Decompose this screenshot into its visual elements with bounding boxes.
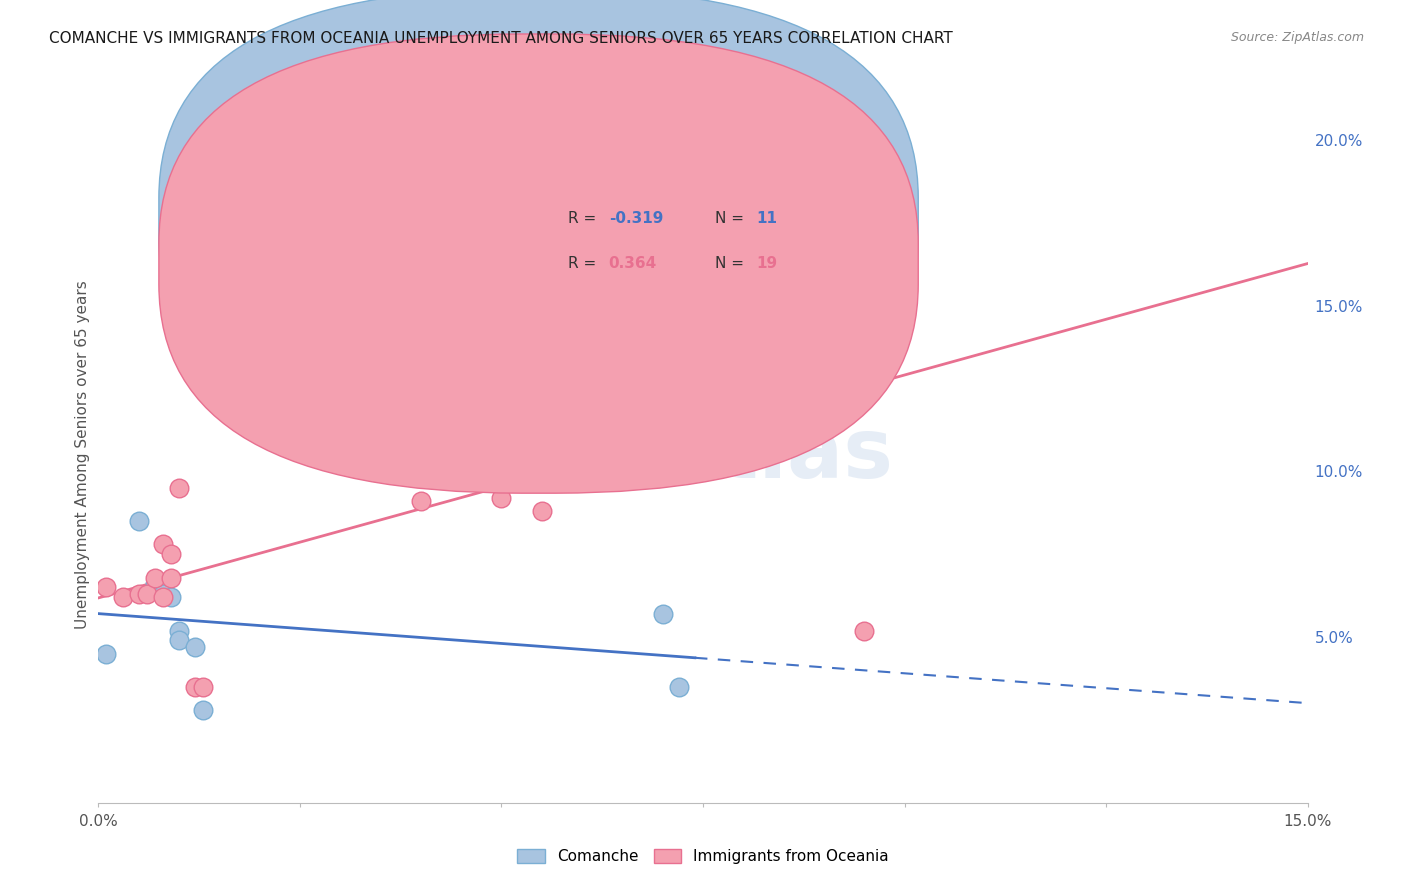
Text: N =: N = bbox=[716, 211, 749, 226]
Point bbox=[135, 587, 157, 601]
Point bbox=[450, 365, 472, 379]
Text: ZIPatlas: ZIPatlas bbox=[513, 415, 893, 495]
Point bbox=[167, 481, 190, 495]
Text: -0.319: -0.319 bbox=[609, 211, 664, 226]
Point bbox=[152, 591, 174, 605]
Point bbox=[853, 624, 876, 638]
Point bbox=[96, 581, 118, 595]
Point bbox=[184, 640, 207, 654]
Point bbox=[128, 514, 150, 528]
Point bbox=[409, 494, 432, 508]
Point bbox=[152, 537, 174, 551]
Point bbox=[128, 587, 150, 601]
Point bbox=[96, 647, 118, 661]
Text: 11: 11 bbox=[756, 211, 778, 226]
Point bbox=[167, 633, 190, 648]
FancyBboxPatch shape bbox=[498, 184, 884, 305]
Legend: Comanche, Immigrants from Oceania: Comanche, Immigrants from Oceania bbox=[509, 841, 897, 871]
Text: COMANCHE VS IMMIGRANTS FROM OCEANIA UNEMPLOYMENT AMONG SENIORS OVER 65 YEARS COR: COMANCHE VS IMMIGRANTS FROM OCEANIA UNEM… bbox=[49, 31, 953, 46]
Point bbox=[530, 504, 553, 518]
Point bbox=[668, 680, 690, 694]
Point bbox=[111, 591, 134, 605]
Point bbox=[160, 547, 183, 561]
Text: N =: N = bbox=[716, 256, 749, 271]
Point bbox=[160, 591, 183, 605]
Point bbox=[184, 680, 207, 694]
Point bbox=[143, 577, 166, 591]
Point bbox=[143, 570, 166, 584]
Y-axis label: Unemployment Among Seniors over 65 years: Unemployment Among Seniors over 65 years bbox=[75, 281, 90, 629]
Text: 19: 19 bbox=[756, 256, 778, 271]
FancyBboxPatch shape bbox=[159, 0, 918, 448]
Text: R =: R = bbox=[568, 211, 600, 226]
Point bbox=[651, 607, 673, 621]
Point bbox=[491, 491, 513, 505]
Point bbox=[160, 570, 183, 584]
FancyBboxPatch shape bbox=[159, 34, 918, 493]
Text: Source: ZipAtlas.com: Source: ZipAtlas.com bbox=[1230, 31, 1364, 45]
Text: R =: R = bbox=[568, 256, 600, 271]
Point bbox=[193, 703, 215, 717]
Point bbox=[193, 680, 215, 694]
Point bbox=[813, 315, 835, 329]
Point bbox=[152, 587, 174, 601]
Point bbox=[167, 624, 190, 638]
Text: 0.364: 0.364 bbox=[609, 256, 657, 271]
Point bbox=[692, 226, 714, 240]
